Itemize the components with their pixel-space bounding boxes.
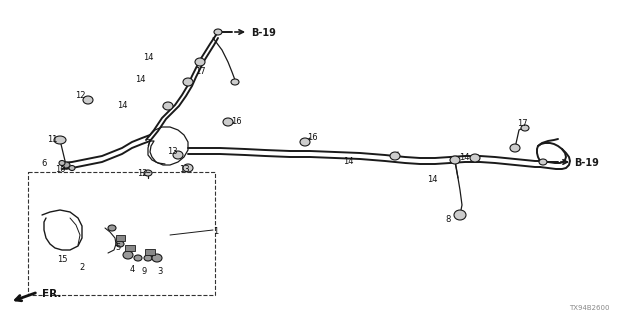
Text: 12: 12 <box>75 92 85 100</box>
FancyBboxPatch shape <box>125 245 135 251</box>
Text: 14: 14 <box>343 157 353 166</box>
Ellipse shape <box>470 154 480 162</box>
Text: TX94B2600: TX94B2600 <box>570 305 610 311</box>
Text: 14: 14 <box>143 53 153 62</box>
Ellipse shape <box>152 254 162 262</box>
Ellipse shape <box>454 210 466 220</box>
Ellipse shape <box>144 255 152 261</box>
Text: 6: 6 <box>42 159 47 169</box>
Ellipse shape <box>83 96 93 104</box>
Ellipse shape <box>214 29 222 35</box>
Text: 3: 3 <box>157 268 163 276</box>
Ellipse shape <box>54 136 66 144</box>
Ellipse shape <box>450 156 460 164</box>
Text: 14: 14 <box>427 175 437 185</box>
Ellipse shape <box>223 118 233 126</box>
Text: 11: 11 <box>47 135 57 145</box>
Ellipse shape <box>134 255 142 261</box>
Ellipse shape <box>163 102 173 110</box>
Ellipse shape <box>173 151 183 159</box>
Ellipse shape <box>521 125 529 131</box>
Text: 4: 4 <box>129 266 134 275</box>
Text: 5: 5 <box>115 244 120 252</box>
Text: 9: 9 <box>141 268 147 276</box>
FancyBboxPatch shape <box>145 249 155 255</box>
Text: 15: 15 <box>57 255 67 265</box>
Text: 14: 14 <box>135 76 145 84</box>
Ellipse shape <box>231 79 239 85</box>
Ellipse shape <box>123 251 133 259</box>
Ellipse shape <box>144 170 152 176</box>
Text: 2: 2 <box>79 263 84 273</box>
Text: 14: 14 <box>459 154 469 163</box>
Text: 12: 12 <box>137 170 147 179</box>
Ellipse shape <box>539 159 547 165</box>
Ellipse shape <box>183 164 193 172</box>
Text: FR.: FR. <box>42 289 61 299</box>
Text: 17: 17 <box>516 119 527 129</box>
Ellipse shape <box>390 152 400 160</box>
Text: 17: 17 <box>195 68 205 76</box>
Ellipse shape <box>183 78 193 86</box>
Text: 16: 16 <box>307 132 317 141</box>
Text: 8: 8 <box>445 215 451 225</box>
Text: 13: 13 <box>166 148 177 156</box>
Text: 14: 14 <box>116 100 127 109</box>
Text: 16: 16 <box>230 117 241 126</box>
Ellipse shape <box>108 225 116 231</box>
FancyBboxPatch shape <box>115 235 125 241</box>
Ellipse shape <box>510 144 520 152</box>
Ellipse shape <box>59 161 65 165</box>
Text: B-19: B-19 <box>574 158 599 168</box>
Ellipse shape <box>69 165 75 171</box>
Text: B-19: B-19 <box>251 28 276 38</box>
Ellipse shape <box>195 58 205 66</box>
Text: 1: 1 <box>213 228 219 236</box>
Bar <box>28 172 215 295</box>
Ellipse shape <box>300 138 310 146</box>
Text: 13: 13 <box>179 165 189 174</box>
Ellipse shape <box>62 162 70 168</box>
Text: 10: 10 <box>55 165 65 174</box>
Text: 7: 7 <box>145 139 150 148</box>
Ellipse shape <box>116 241 124 247</box>
